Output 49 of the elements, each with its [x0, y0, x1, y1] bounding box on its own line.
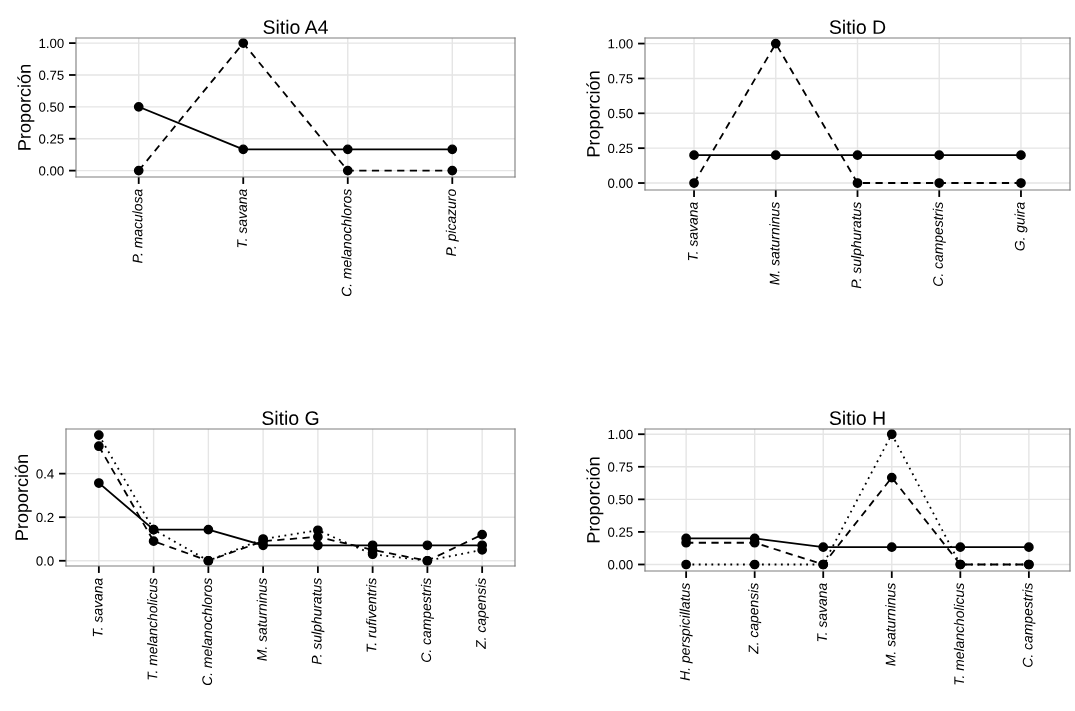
x-tick-label: T. melancholicus [953, 583, 965, 685]
y-tick-label: 0.25 [608, 527, 633, 537]
y-tick-label: 1.00 [608, 39, 633, 49]
x-tick-label: C. melanochloros [201, 578, 213, 686]
y-tick-label: 0.4 [36, 469, 54, 479]
chart-title: Sitio H [829, 410, 885, 426]
x-tick-label: M. saturninus [885, 583, 896, 666]
chart-title: Sitio D [829, 19, 886, 35]
y-tick-label: 0.00 [608, 178, 633, 188]
y-tick-label: 0.50 [39, 102, 64, 112]
y-tick-label: 0.00 [608, 560, 633, 570]
y-tick-label: 1.00 [39, 38, 64, 49]
x-tick-label: P. maculosa [132, 189, 143, 264]
x-tick-label: T. savana [688, 202, 698, 261]
x-tick-label: T. savana [92, 578, 103, 637]
x-tick-label: T. savana [237, 189, 247, 248]
x-tick-label: Z. capensis [748, 583, 762, 655]
chart-title: Sitio G [262, 410, 319, 426]
y-tick-label: 0.50 [608, 108, 633, 119]
y-tick-label: 0.75 [39, 70, 64, 80]
y-tick-label: 0.50 [608, 494, 633, 505]
chart-title: Sitio A4 [263, 19, 328, 35]
x-tick-label: C. melanochloros [341, 189, 352, 297]
y-tick-label: 1.00 [608, 429, 633, 440]
x-tick-label: C. campestris [420, 578, 434, 662]
y-tick-label: 0.75 [608, 74, 633, 84]
x-tick-label: M. saturninus [769, 202, 780, 285]
y-tick-label: 0.25 [39, 134, 64, 144]
y-axis-title: Proporción [17, 65, 35, 150]
y-tick-label: 0.2 [36, 512, 54, 523]
y-axis-title: Proporción [586, 71, 604, 157]
x-tick-label: Z. capensis [475, 578, 489, 650]
x-tick-label: G. guira [1014, 202, 1028, 251]
x-tick-label: H. perspicillatus [679, 583, 693, 681]
x-tick-label: T. melancholicus [147, 578, 158, 680]
x-tick-label: C. campestris [932, 202, 946, 286]
y-tick-label: 0.0 [36, 556, 54, 566]
y-tick-label: 0.25 [608, 143, 633, 154]
x-tick-label: P. picazuro [445, 189, 459, 257]
x-tick-label: P. sulphuratus [311, 578, 325, 665]
y-tick-label: 0.75 [608, 462, 633, 472]
y-axis-title: Proporción [14, 455, 32, 540]
x-tick-label: C. campestris [1022, 583, 1036, 667]
x-tick-label: T. savana [817, 583, 827, 642]
y-axis-title: Proporción [586, 457, 604, 543]
x-tick-label: T. rufiventris [366, 578, 377, 652]
x-tick-label: M. saturninus [256, 578, 267, 661]
y-tick-label: 0.00 [39, 166, 64, 176]
x-tick-label: P. sulphuratus [851, 202, 864, 289]
